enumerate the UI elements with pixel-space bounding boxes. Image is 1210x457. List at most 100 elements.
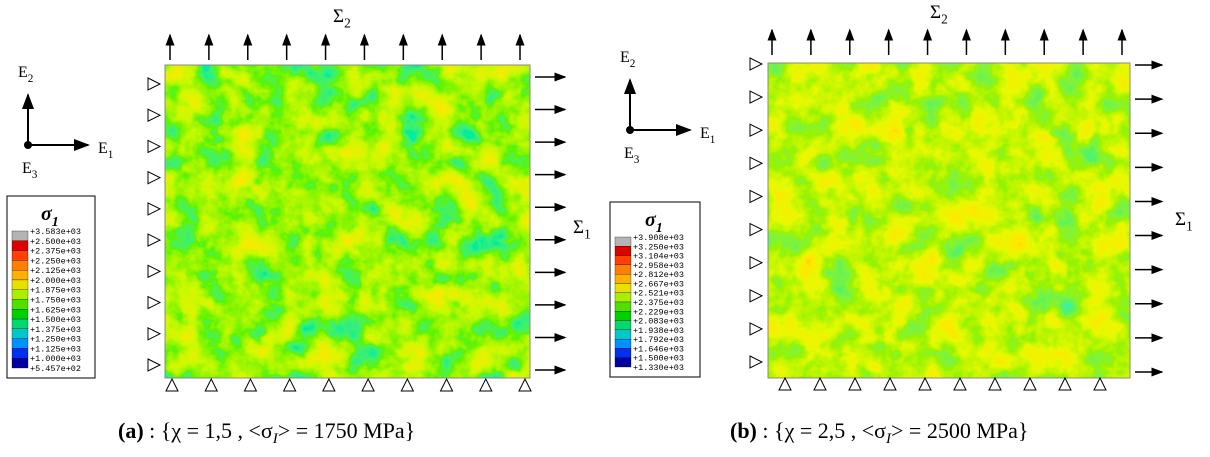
support-left [749,57,764,71]
legend-swatch [11,240,29,251]
legend-label: +2.521e+03 [633,289,684,299]
legend-swatch [614,283,632,293]
legend-swatch [614,264,632,275]
load-label: Σ2 [333,6,351,31]
support-bottom [439,377,454,392]
legend-label: +2.000e+03 [30,276,81,286]
legend-swatch [11,279,29,290]
legend-label: +1.000e+03 [30,354,81,364]
caption: (a) : {χ = 1,5 , <σI> = 1750 MPa} [118,418,415,447]
axis-label-base: E [18,64,28,81]
load-label-sub: 1 [1186,219,1193,234]
load-label: Σ1 [1175,209,1193,234]
axis-label: E1 [98,140,113,161]
support-left [147,202,162,216]
support-bottom [848,376,862,391]
support-bottom [361,377,375,392]
caption-text: : {χ = 1,5 , <σ [144,418,273,443]
legend-label: +1.500e+03 [30,315,81,325]
legend-swatch [614,273,632,284]
legend-label: +2.125e+03 [30,266,81,276]
contour-map [165,65,530,378]
support-bottom [1058,376,1072,391]
legend-swatch [614,255,632,266]
load-label-base: Σ [1175,209,1186,230]
axis-e3 [24,141,32,149]
support-bottom [813,376,827,391]
support-left [147,77,162,91]
legend-label: +1.500e+03 [633,354,684,364]
axis-label-sub: 2 [28,73,34,85]
legend-label: +1.646e+03 [633,344,684,354]
axis-label-sub: 1 [710,134,716,146]
support-bottom [204,377,219,392]
load-label: Σ1 [573,217,591,242]
axis-e3 [626,126,634,134]
caption-label: (a) [118,418,144,443]
axis-label-base: E [700,125,710,142]
legend-swatch [11,338,29,349]
legend-title: σ1 [645,209,663,236]
axis-label: E2 [620,49,635,70]
legend-title-base: σ [41,203,53,225]
legend-label: +1.330e+03 [633,363,684,373]
legend-swatch [614,311,632,321]
legend-label: +1.792e+03 [633,335,684,345]
legend-swatch [11,299,29,310]
legend-label: +2.667e+03 [633,279,684,289]
legend-swatch [614,338,632,349]
support-bottom [478,377,493,392]
legend-label: +2.375e+03 [633,298,684,308]
legend-swatch [614,246,632,256]
legend-swatch [11,250,29,261]
axis-label-base: E [22,160,32,177]
legend-label: +3.583e+03 [30,227,81,237]
load-label-base: Σ [333,6,344,27]
caption-text: > = 2500 MPa} [891,418,1028,443]
legend-swatch [11,289,29,300]
axis-label-base: E [98,140,108,157]
legend-label: +1.625e+03 [30,305,81,315]
support-left [147,139,162,154]
axis-label-base: E [624,145,634,162]
support-left [749,355,764,369]
contour-map [768,63,1130,378]
support-left [147,264,162,279]
legend-swatch [11,260,29,271]
axis-label: E1 [700,125,715,146]
support-bottom [282,377,297,392]
caption-text: > = 1750 MPa} [278,418,415,443]
axis-label-sub: 3 [634,154,640,166]
legend-label: +3.250e+03 [633,242,684,252]
support-left [749,123,764,138]
support-left [749,156,764,171]
caption-label: (b) [730,418,757,443]
legend-label: +2.375e+03 [30,247,81,257]
legend-swatch [614,292,632,303]
support-left [147,358,162,372]
support-bottom [400,377,415,392]
support-bottom [778,376,792,391]
legend-label: +1.875e+03 [30,286,81,296]
support-bottom [165,377,179,392]
legend-swatch [11,269,29,281]
legend-label: +1.125e+03 [30,344,81,354]
support-bottom [322,377,336,392]
support-bottom [953,376,967,391]
legend-label: +2.250e+03 [30,256,81,266]
legend-swatch [614,236,632,247]
caption-sub: I [272,431,279,447]
load-label-base: Σ [930,2,941,23]
caption-text: : {χ = 2,5 , <σ [757,418,886,443]
axis-label: E2 [18,64,33,85]
support-bottom [918,376,932,391]
support-left [749,222,764,237]
axis-label-base: E [620,49,630,66]
axis-label-sub: 3 [32,169,38,181]
support-bottom [1093,376,1107,391]
load-label-sub: 2 [344,16,351,31]
legend-label: +5.457e+02 [30,364,81,374]
support-bottom [883,376,897,391]
caption: (b) : {χ = 2,5 , <σI> = 2500 MPa} [730,418,1028,447]
legend-label: +2.229e+03 [633,307,684,317]
